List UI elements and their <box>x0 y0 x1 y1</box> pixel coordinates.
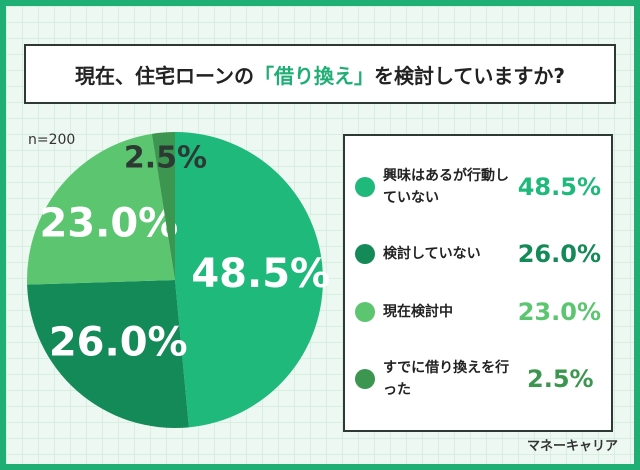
title-part: 現在、住宅ローンの <box>74 63 254 88</box>
legend-item: 現在検討中 23.0% <box>355 298 601 326</box>
title-highlight: 「借り換え」 <box>253 63 374 88</box>
pie-chart: 48.5%26.0% 23.0% 2.5% <box>26 132 330 428</box>
legend-value: 26.0% <box>517 239 601 268</box>
pie-slice <box>27 280 189 428</box>
legend-swatch <box>355 302 375 323</box>
source: マネーキャリア <box>526 439 618 454</box>
legend-label: 興味はあるが行動していない <box>383 168 509 207</box>
slice-label: 26.0% <box>49 319 188 365</box>
legend-swatch <box>355 243 375 264</box>
sample-note: n=200 <box>28 132 76 148</box>
title: 現在、住宅ローンの 「借り換え」 を検討していますか? <box>24 44 616 104</box>
pie-slice <box>26 133 175 285</box>
legend-value: 48.5% <box>517 173 601 202</box>
legend: 興味はあるが行動していない 48.5% 検討していない 26.0% 現在検討中 23.0%… <box>343 134 613 432</box>
pie-slice <box>175 132 323 428</box>
slice-label: 2.5% <box>124 141 207 176</box>
legend-value: 23.0% <box>517 298 601 327</box>
legend-item: 興味はあるが行動していない 48.5% <box>355 165 601 209</box>
legend-label: 現在検討中 <box>383 304 453 321</box>
title-part: を検討していますか? <box>373 63 565 88</box>
legend-item: すでに借り換えを行った 2.5% <box>355 357 601 401</box>
legend-swatch <box>355 177 375 198</box>
legend-label: 検討していない <box>383 245 481 262</box>
slice-label: 48.5% <box>191 251 330 297</box>
slice-label: 23.0% <box>39 200 178 246</box>
legend-swatch <box>355 368 375 389</box>
legend-item: 検討していない 26.0% <box>355 240 601 268</box>
pie-slice <box>151 132 175 280</box>
legend-value: 2.5% <box>527 364 594 393</box>
legend-label: すでに借り換えを行った <box>383 359 510 398</box>
